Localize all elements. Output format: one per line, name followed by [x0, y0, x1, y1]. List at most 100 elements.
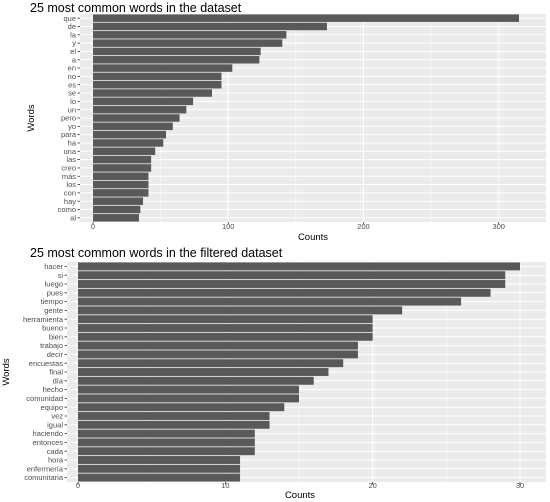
y-axis-label-top: Words — [26, 104, 37, 132]
y-tick-label: comunitaria — [24, 473, 64, 482]
bar-se — [93, 89, 213, 97]
bar-con — [93, 189, 149, 197]
bar-no — [93, 72, 222, 81]
bar-si — [78, 271, 506, 280]
bar-bueno — [78, 324, 373, 332]
chart-top: 25 most common words in the dataset qued… — [26, 1, 546, 243]
y-tick-label: ha — [68, 139, 77, 148]
y-tick-label: los — [66, 180, 76, 189]
bar-lo — [93, 97, 194, 106]
y-tick-label: que — [63, 14, 76, 23]
bar-pues — [78, 288, 491, 297]
bar-un — [93, 105, 187, 114]
bar-trabajo — [78, 341, 358, 350]
bar-hacer — [78, 262, 520, 271]
y-tick-label: pues — [47, 288, 64, 297]
bar-yo — [93, 122, 173, 131]
x-tick-label: 0 — [91, 222, 95, 231]
x-tick-label: 300 — [492, 222, 505, 231]
y-tick-label: si — [58, 271, 64, 280]
y-tick-label: yo — [68, 122, 76, 131]
bars-top — [93, 14, 519, 222]
bar-haciendo — [78, 429, 255, 438]
y-tick-label: gente — [44, 306, 63, 315]
bar-comunidad — [78, 394, 299, 403]
bar-decir — [78, 350, 358, 359]
y-tick-label: hacer — [44, 262, 63, 271]
y-tick-label: en — [68, 64, 76, 73]
bar-comunitaria — [78, 473, 241, 482]
x-tick-label: 20 — [368, 481, 376, 490]
x-axis-label-top: Counts — [298, 232, 328, 243]
y-tick-label: decir — [47, 350, 64, 359]
y-tick-label: hay — [64, 197, 76, 206]
y-tick-label: haciendo — [33, 429, 63, 438]
bar-la — [93, 31, 287, 39]
y-tick-label: es — [68, 80, 76, 89]
chart-title-bottom: 25 most common words in the filtered dat… — [30, 246, 283, 260]
bar-pero — [93, 114, 180, 122]
y-tick-label: entonces — [33, 438, 64, 447]
chart-title-top: 25 most common words in the dataset — [30, 1, 242, 15]
y-tick-labels-top: quedelayelaennoesselounperoyoparahaunala… — [58, 14, 80, 222]
y-tick-label: de — [68, 22, 76, 31]
y-tick-label: trabajo — [40, 341, 63, 350]
x-tick-label: 100 — [222, 222, 235, 231]
y-tick-label: las — [66, 155, 76, 164]
y-tick-label: no — [68, 72, 76, 81]
bar-de — [93, 22, 327, 31]
y-tick-label: encuestas — [29, 359, 63, 368]
bar-hora — [78, 456, 241, 464]
y-tick-label: final — [49, 368, 63, 377]
y-tick-label: bueno — [42, 324, 63, 333]
bar-final — [78, 368, 329, 376]
y-tick-label: luego — [45, 280, 63, 289]
y-tick-label: una — [63, 147, 76, 156]
bar-día — [78, 376, 314, 385]
bar-que — [93, 14, 519, 22]
bar-hay — [93, 197, 144, 205]
y-tick-label: como — [58, 205, 76, 214]
y-tick-label: vez — [51, 412, 63, 421]
bar-entonces — [78, 438, 255, 447]
y-tick-label: más — [62, 172, 76, 181]
bar-más — [93, 172, 149, 180]
y-tick-label: pero — [61, 114, 76, 123]
y-tick-label: creo — [61, 164, 76, 173]
bar-al — [93, 214, 139, 222]
bar-cada — [78, 447, 255, 456]
bar-hecho — [78, 385, 299, 394]
y-tick-label: herramienta — [23, 315, 64, 324]
y-tick-label: cada — [47, 447, 64, 456]
bars-bottom — [78, 262, 520, 482]
y-tick-label: equipo — [40, 403, 63, 412]
x-axis-label-bottom: Counts — [285, 490, 315, 501]
bar-para — [93, 130, 167, 139]
bar-tiempo — [78, 297, 462, 306]
bar-gente — [78, 306, 403, 315]
y-tick-label: bien — [49, 332, 63, 341]
bar-las — [93, 155, 152, 164]
y-tick-label: a — [72, 55, 77, 64]
bar-luego — [78, 280, 506, 288]
y-tick-label: la — [70, 30, 77, 39]
y-tick-label: el — [70, 47, 76, 56]
y-tick-label: hora — [48, 456, 64, 465]
y-tick-label: enfermería — [27, 464, 64, 473]
y-tick-label: tiempo — [40, 297, 63, 306]
bar-creo — [93, 164, 152, 172]
x-tick-labels-top: 0 100 200 300 — [91, 222, 505, 231]
bar-como — [93, 205, 141, 214]
y-tick-label: día — [53, 376, 64, 385]
y-tick-label: hecho — [43, 385, 63, 394]
bar-enfermería — [78, 464, 241, 473]
bar-equipo — [78, 403, 285, 412]
bar-a — [93, 56, 260, 64]
bar-encuestas — [78, 359, 344, 368]
y-tick-label: al — [70, 213, 76, 222]
y-tick-label: lo — [70, 97, 76, 106]
bar-herramienta — [78, 315, 373, 324]
chart-bottom: 25 most common words in the filtered dat… — [1, 246, 546, 501]
bar-igual — [78, 420, 270, 429]
